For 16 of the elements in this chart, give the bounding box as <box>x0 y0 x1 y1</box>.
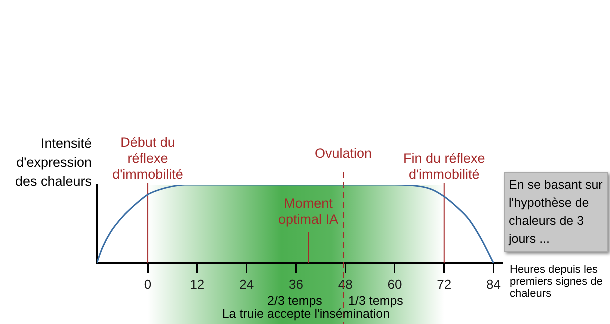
x-tick-label: 36 <box>288 276 304 292</box>
x-axis-title: Heures depuis les premiers signes de chaleurs <box>510 264 604 300</box>
ref-line-label: Début du réflexe d'immobilité <box>112 135 184 183</box>
x-tick-label: 72 <box>437 276 452 292</box>
x-tick-label: 60 <box>388 276 402 292</box>
x-tick-label: 12 <box>190 276 205 292</box>
x-tick-label: 0 <box>144 276 152 292</box>
y-axis-title: Intensité d'expression des chaleurs <box>14 135 92 191</box>
text: 1/3 temps <box>348 294 404 308</box>
ref-line-label: Ovulation <box>314 146 374 162</box>
text: En se basant sur l'hypothèse de chaleurs de 3 jours ... <box>504 172 608 252</box>
ref-line-label: Fin du réflexe d'immobilité <box>402 151 486 183</box>
x-tick-label: 24 <box>240 276 254 292</box>
ref-line-label: Moment optimal IA <box>278 196 340 228</box>
x-tick-label: 84 <box>486 276 502 292</box>
text: 2/3 temps <box>266 294 324 308</box>
